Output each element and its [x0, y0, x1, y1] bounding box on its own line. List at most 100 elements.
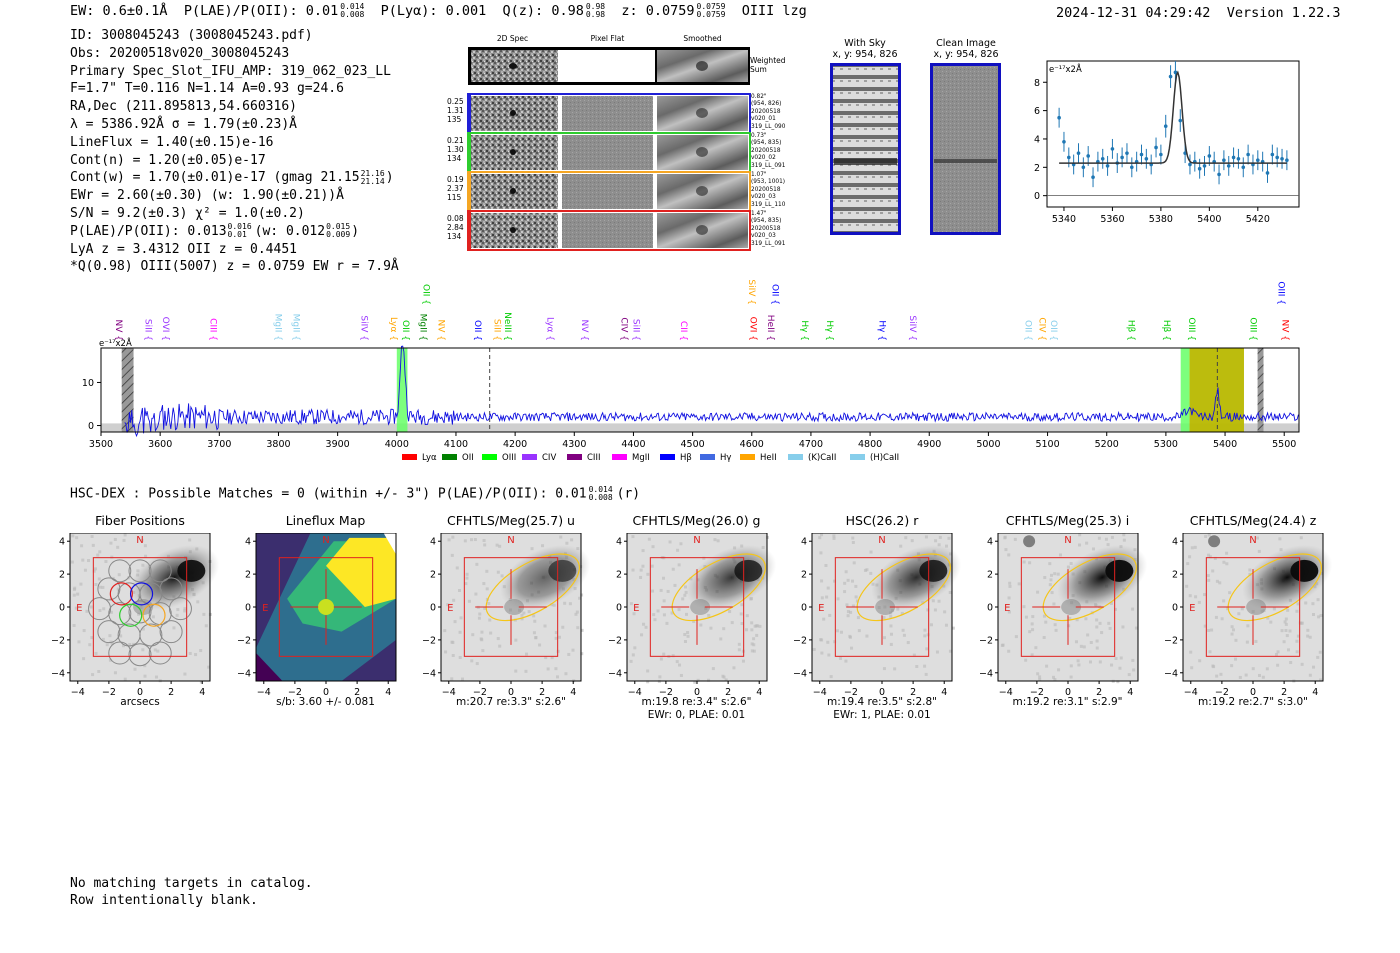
image-noise — [1030, 653, 1034, 657]
image-noise — [1022, 560, 1026, 564]
image-noise — [452, 598, 456, 602]
header-line: OIII lzg — [741, 3, 807, 19]
image-noise — [98, 609, 102, 613]
image-noise — [824, 563, 828, 567]
fit-data-point — [1125, 151, 1129, 155]
caption-line-1: m:19.2 re:2.7" s:3.0" — [1198, 696, 1308, 708]
image-noise — [730, 621, 734, 625]
legend-swatch — [482, 454, 497, 460]
image-noise — [1066, 624, 1070, 628]
cutout-row-note: v020_03 — [751, 233, 776, 240]
legend-label: Hγ — [720, 453, 731, 463]
image-noise — [113, 671, 117, 675]
image-noise — [175, 613, 179, 617]
image-noise — [1283, 620, 1287, 624]
image-x-tick-label: 0 — [1064, 687, 1070, 698]
image-noise — [183, 607, 187, 611]
image-noise — [1185, 584, 1189, 588]
header-plae-hi: 0.014 — [340, 2, 365, 11]
cutout-row-marker — [468, 211, 471, 250]
image-noise — [741, 659, 745, 663]
image-noise — [748, 597, 752, 601]
image-noise — [632, 612, 636, 616]
image-y-tick-label: −4 — [793, 668, 807, 679]
image-x-tick-label: −2 — [287, 687, 301, 698]
image-y-tick-label: 4 — [244, 537, 250, 548]
cutout-row-marker — [468, 133, 471, 172]
image-noise — [632, 646, 636, 650]
image-noise — [844, 659, 848, 663]
info-lambda: λ = 5386.92Å σ = 1.79(±0.23)Å — [70, 116, 297, 132]
image-noise — [889, 642, 893, 646]
image-noise — [1308, 635, 1312, 639]
image-noise — [1194, 595, 1198, 599]
image-noise — [508, 608, 512, 612]
image-noise — [1231, 628, 1235, 632]
image-noise — [140, 538, 144, 542]
fit-x-tick-label: 5400 — [1197, 214, 1221, 225]
image-noise — [71, 534, 75, 538]
image-noise — [1130, 658, 1134, 662]
cutout-row-value: 2.37 — [447, 184, 464, 193]
image-noise — [744, 628, 748, 632]
image-noise — [711, 667, 715, 671]
image-noise — [522, 611, 526, 615]
image-noise — [1023, 658, 1027, 662]
image-noise — [450, 640, 454, 644]
lineflux-white-corner — [383, 533, 396, 555]
legend-label: CIV — [542, 453, 556, 463]
header-version: Version 1.22.3 — [1226, 5, 1341, 21]
image-noise — [87, 559, 91, 563]
image-noise — [718, 637, 722, 641]
image-noise — [822, 617, 826, 621]
info-sn: S/N = 9.2(±0.3) χ² = 1.0(±0.2) — [70, 205, 305, 221]
image-noise — [1104, 537, 1108, 541]
image-noise — [1230, 625, 1234, 629]
cutout-row-note: 0.82" — [751, 94, 767, 100]
spec-line-id: Hβ { — [1126, 320, 1136, 341]
imaging-panel-caption: m:19.4 re:3.5" s:2.8" EWr: 1, PLAE: 0.01 — [792, 696, 972, 722]
target-source — [689, 599, 710, 615]
spec-line-id: OII { — [400, 320, 410, 341]
fit-data-point — [1197, 166, 1202, 171]
spec-line-id: CIII { — [207, 318, 217, 341]
image-noise — [934, 539, 938, 543]
image-noise — [751, 637, 755, 641]
image-noise — [1052, 678, 1056, 682]
north-label: N — [322, 535, 329, 546]
image-noise — [1234, 657, 1238, 661]
col-2d-spec: 2D Spec — [496, 34, 529, 43]
info-lya: LyA z = 3.4312 OII z = 0.4451 — [70, 241, 297, 257]
image-noise — [701, 556, 705, 560]
image-noise — [1056, 572, 1060, 576]
image-noise — [1110, 535, 1114, 539]
cutout-source-smooth — [696, 186, 708, 196]
hsc-end: (r) — [616, 486, 641, 502]
image-noise — [1318, 650, 1322, 654]
image-noise — [1299, 536, 1303, 540]
fiber-circle — [128, 600, 152, 624]
image-noise — [1198, 659, 1202, 663]
cutout-row-value: 2.84 — [447, 223, 464, 232]
image-noise — [629, 659, 633, 663]
image-x-tick-label: −4 — [71, 687, 85, 698]
image-noise — [1234, 638, 1238, 642]
image-noise — [104, 559, 108, 563]
hsc-dex-title: HSC-DEX : Possible Matches = 0 (within +… — [70, 486, 640, 502]
image-x-tick-label: 2 — [354, 687, 360, 698]
spec-line-id: OIII { — [1248, 317, 1258, 341]
caption-line-2: EWr: 0, PLAE: 0.01 — [647, 709, 746, 721]
spec-line-id: MgII { — [418, 314, 428, 341]
image-y-tick-label: −2 — [1164, 635, 1178, 646]
image-noise — [1089, 640, 1093, 644]
image-noise — [683, 640, 687, 644]
fit-x-tick-label: 5380 — [1149, 214, 1173, 225]
image-noise — [525, 652, 529, 656]
aperture-ellipse — [671, 553, 766, 622]
imaging-panel-plot: N E −4 −2 0 2 4 4 2 0 −2 −4 — [793, 533, 962, 698]
image-noise — [101, 585, 105, 589]
spec-line-id: NV { — [1279, 320, 1289, 341]
image-noise — [1067, 616, 1071, 620]
clean-image-label: Clean Image — [936, 38, 996, 49]
image-y-tick-label: 0 — [801, 603, 807, 614]
